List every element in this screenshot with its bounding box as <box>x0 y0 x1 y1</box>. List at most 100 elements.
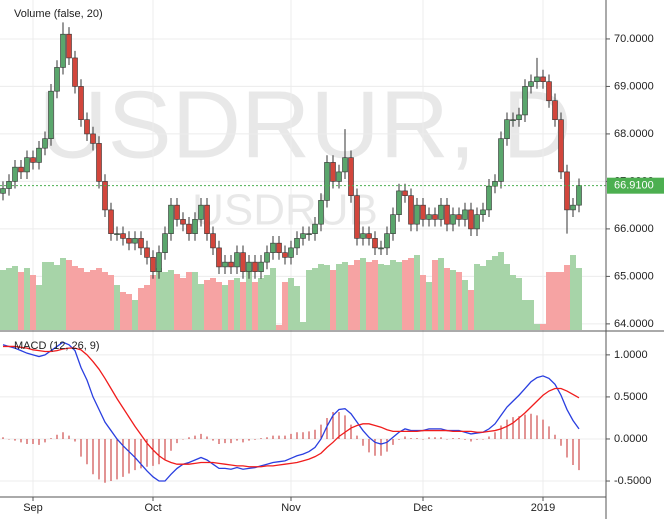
volume-bar <box>132 300 138 330</box>
volume-bar <box>0 270 6 330</box>
candle-body <box>72 57 78 87</box>
volume-bar <box>390 260 396 330</box>
volume-bar <box>108 275 114 330</box>
candle-body <box>312 223 318 234</box>
candle-body <box>96 143 102 182</box>
volume-bar <box>18 272 24 330</box>
candle-body <box>114 233 120 235</box>
candle-body <box>150 257 156 272</box>
candle-body <box>492 181 498 187</box>
volume-bar <box>192 272 198 330</box>
y-tick-label: 65.0000 <box>614 270 654 282</box>
candle-body <box>252 261 258 272</box>
candle-body <box>348 157 354 196</box>
candle-body <box>60 33 66 68</box>
volume-bar <box>504 264 510 330</box>
candle-body <box>90 133 96 144</box>
candle-body <box>174 204 180 220</box>
volume-bar <box>420 275 426 330</box>
volume-bar <box>174 274 180 330</box>
volume-bar <box>564 265 570 330</box>
candle-body <box>444 204 450 225</box>
x-tick-label: Oct <box>144 502 161 514</box>
volume-bar <box>402 260 408 330</box>
price-label-box <box>607 177 664 194</box>
volume-bar <box>474 264 480 330</box>
candle-body <box>0 188 6 194</box>
volume-label: Volume (false, 20) <box>14 8 103 20</box>
candle-body <box>558 119 564 173</box>
candle-body <box>402 190 408 196</box>
candle-body <box>318 200 324 225</box>
volume-bar <box>570 255 576 330</box>
y-tick-label: 0.5000 <box>614 391 648 403</box>
volume-bar <box>378 264 384 330</box>
volume-bar <box>234 278 240 330</box>
candle-body <box>288 247 294 258</box>
candle-body <box>336 171 342 182</box>
volume-bar <box>210 278 216 330</box>
candle-body <box>192 219 198 234</box>
volume-bar <box>30 275 36 330</box>
candle-body <box>48 90 54 139</box>
x-tick-label: Sep <box>23 502 43 514</box>
volume-bar <box>162 272 168 330</box>
candle-body <box>300 233 306 239</box>
volume-bar <box>414 255 420 330</box>
volume-bar <box>426 282 432 330</box>
candle-body <box>132 238 138 244</box>
volume-bar <box>60 258 66 330</box>
volume-bar <box>150 275 156 330</box>
candle-body <box>354 195 360 239</box>
volume-bar <box>294 286 300 330</box>
volume-bar <box>96 268 102 330</box>
volume-bar <box>270 268 276 330</box>
volume-bar <box>168 270 174 330</box>
volume-bar <box>384 265 390 330</box>
volume-bar <box>432 260 438 330</box>
candle-body <box>528 81 534 87</box>
candle-body <box>426 214 432 220</box>
candle-body <box>36 147 42 163</box>
candle-body <box>432 214 438 220</box>
volume-bar <box>138 288 144 330</box>
volume-bar <box>534 324 540 330</box>
volume-bar <box>372 260 378 330</box>
candle-body <box>522 86 528 116</box>
x-tick-label: Dec <box>413 502 433 514</box>
candle-body <box>366 233 372 239</box>
candle-body <box>294 238 300 249</box>
candle-body <box>228 261 234 268</box>
candle-body <box>396 190 402 215</box>
candle-body <box>156 252 162 272</box>
candle-body <box>102 181 108 211</box>
candle-body <box>78 86 84 120</box>
volume-bar <box>306 270 312 330</box>
candle-body <box>540 76 546 82</box>
y-tick-label: 0.0000 <box>614 433 648 445</box>
volume-bar <box>24 268 30 330</box>
candle-body <box>480 209 486 215</box>
candle-body <box>108 209 114 234</box>
volume-bar <box>276 325 282 330</box>
volume-bar <box>48 262 54 330</box>
volume-bar <box>498 252 504 330</box>
candle-body <box>324 162 330 201</box>
y-tick-label: 64.0000 <box>614 318 654 330</box>
candle-body <box>264 252 270 263</box>
candle-body <box>258 261 264 272</box>
volume-bar <box>456 272 462 330</box>
candle-body <box>162 233 168 253</box>
volume-bar <box>492 256 498 330</box>
volume-bar <box>462 280 468 330</box>
volume-bar <box>318 264 324 330</box>
volume-bar <box>366 262 372 330</box>
volume-bar <box>222 285 228 330</box>
volume-bar <box>444 268 450 330</box>
candle-body <box>546 81 552 101</box>
volume-bar <box>450 270 456 330</box>
volume-bar <box>252 282 258 330</box>
volume-bar <box>300 322 306 330</box>
macd-line <box>3 345 580 468</box>
